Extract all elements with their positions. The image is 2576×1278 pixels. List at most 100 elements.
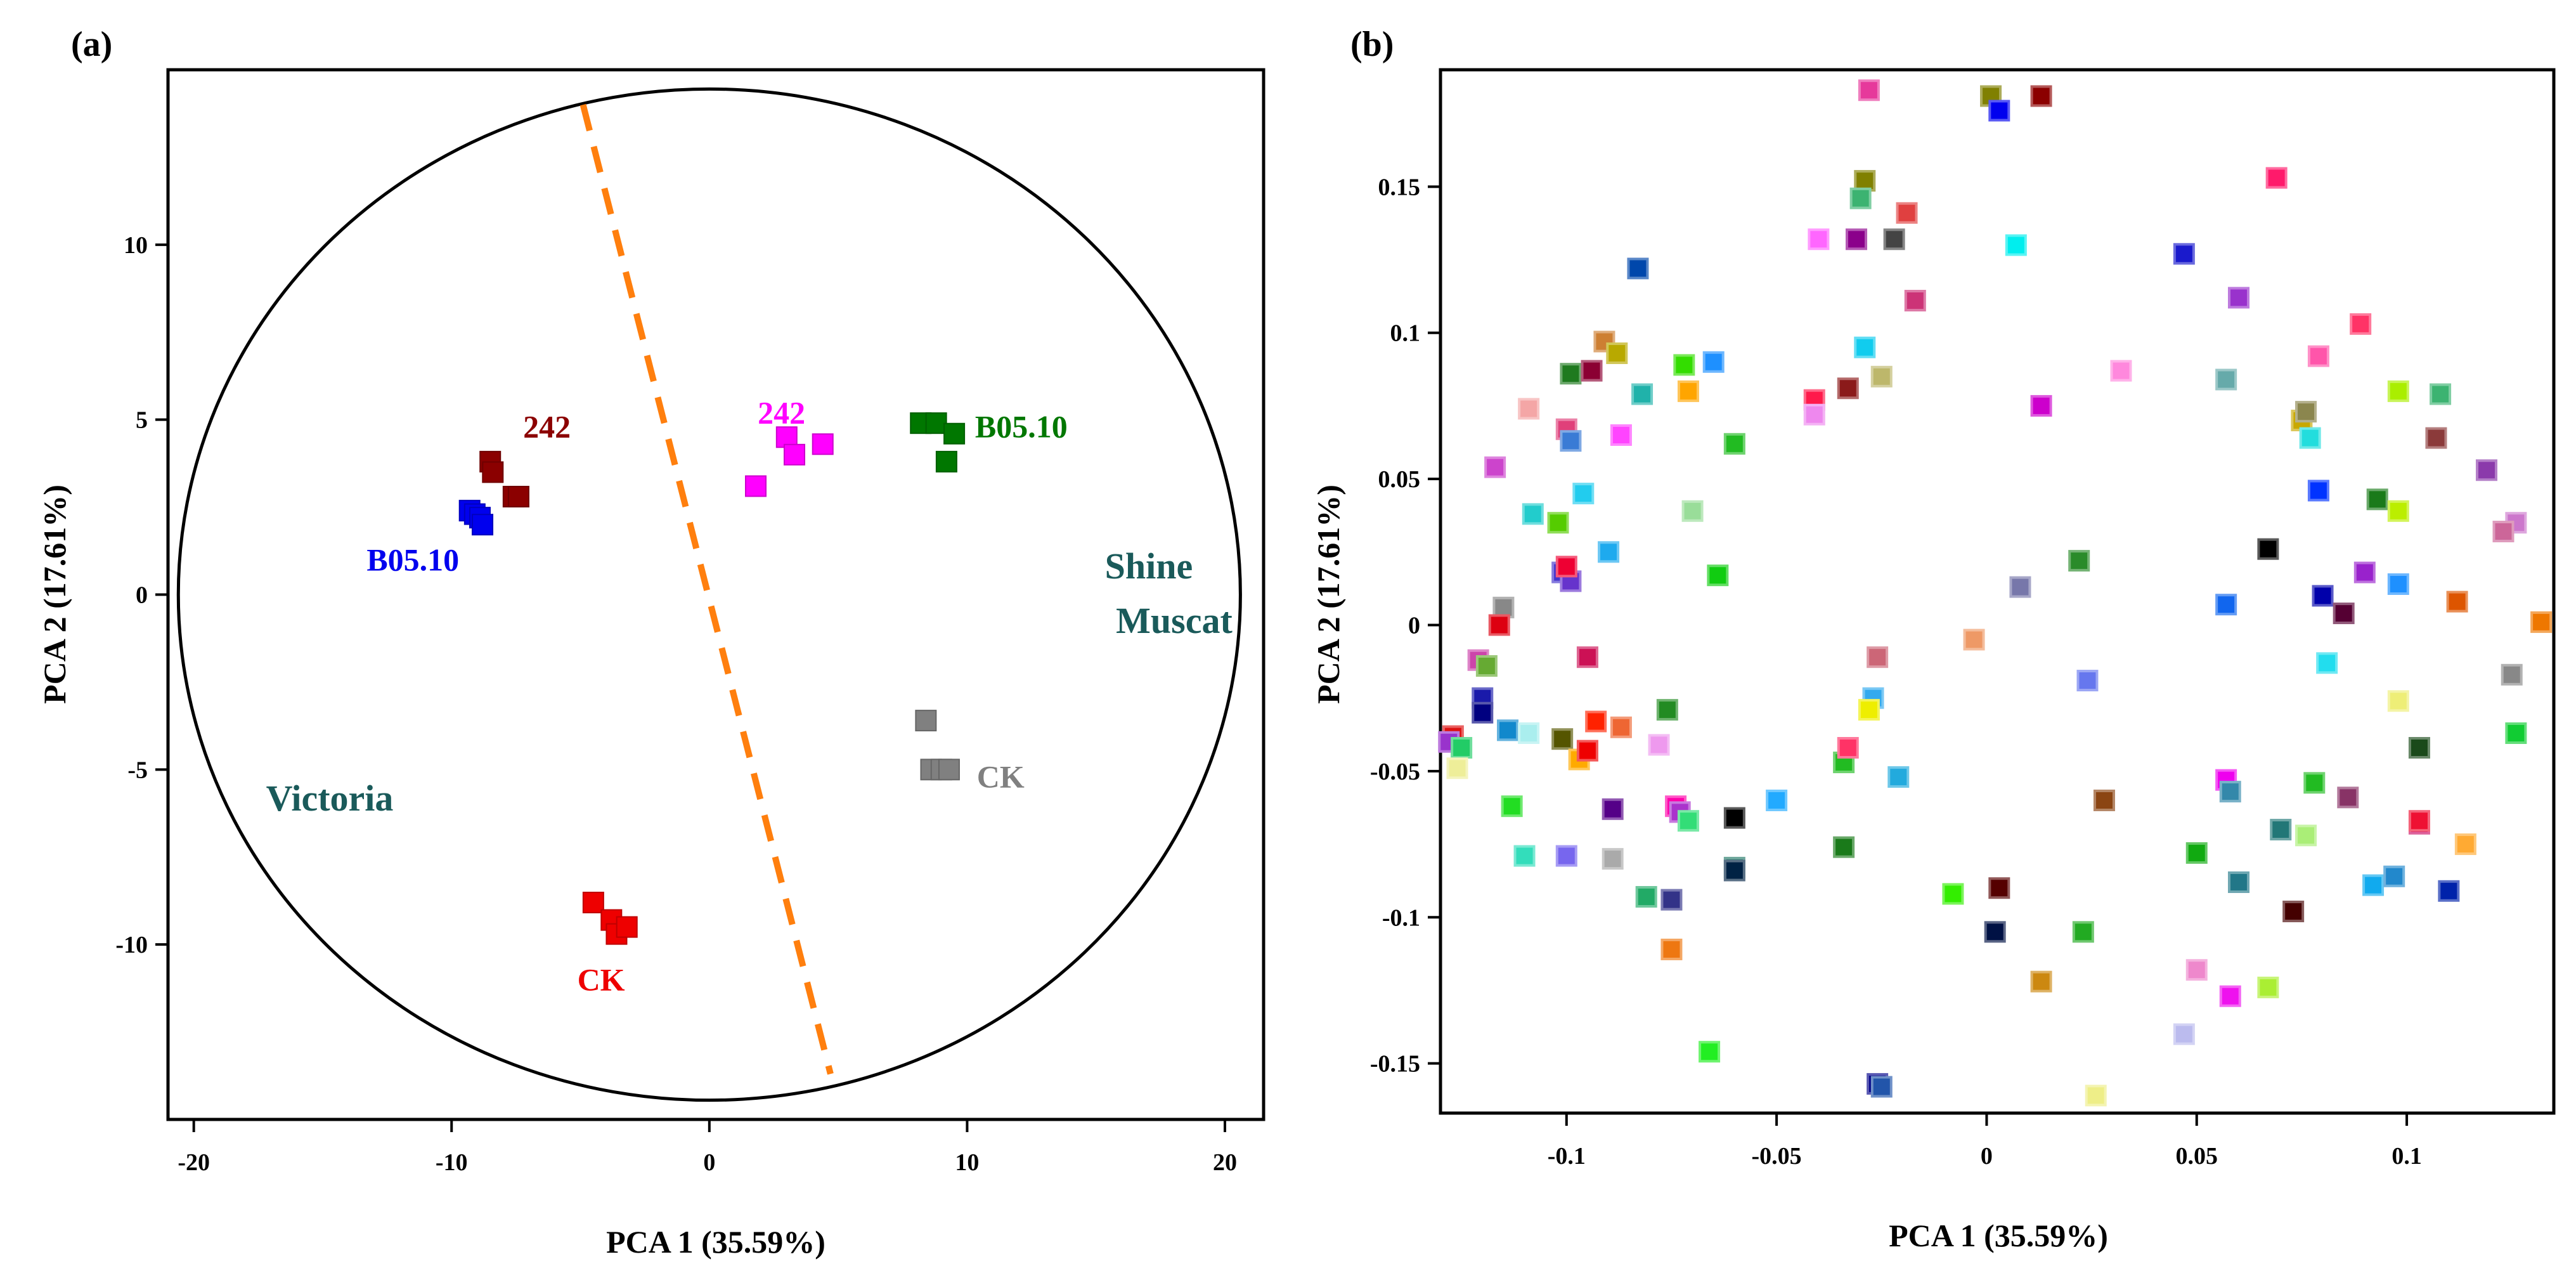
loading-point — [2408, 810, 2430, 832]
group-point — [943, 422, 966, 445]
loading-point — [2438, 880, 2460, 902]
loading-point — [1942, 883, 1964, 905]
loading-point — [1723, 859, 1745, 882]
panel-a-y-ticks: -10 -5 0 5 10 — [115, 232, 168, 958]
loading-point — [2316, 652, 2338, 674]
loading-point — [1560, 430, 1582, 452]
panel-b-x-axis-title: PCA 1 (35.59%) — [1889, 1218, 2108, 1253]
loading-point — [2446, 590, 2468, 613]
y-tick-label: 0.05 — [1378, 466, 1421, 493]
loading-point — [1560, 363, 1582, 385]
cultivar-divider-line — [579, 103, 834, 1075]
loading-point — [2350, 313, 2372, 335]
loading-point — [2333, 603, 2355, 625]
panel-b-y-axis-title: PCA 2 (17.61%) — [1311, 485, 1346, 704]
loading-point — [2383, 865, 2405, 887]
loading-point — [2337, 786, 2359, 809]
loading-point — [1681, 500, 1704, 522]
loading-point — [2005, 234, 2027, 256]
loading-point — [2425, 427, 2447, 449]
loading-point — [2492, 521, 2515, 543]
panel-a-x-ticks: -20 -10 0 10 20 — [178, 1119, 1237, 1176]
x-tick-label: 0 — [1981, 1143, 1993, 1170]
panel-a-x-axis-title: PCA 1 (35.59%) — [606, 1224, 825, 1260]
loading-point — [2282, 901, 2305, 923]
loading-point — [1883, 228, 1905, 251]
loading-point — [1648, 734, 1670, 756]
loading-point — [1896, 202, 1918, 224]
y-tick-label: 0 — [1408, 612, 1420, 639]
loading-point — [2185, 842, 2208, 864]
loading-point — [2085, 1085, 2107, 1107]
loading-point — [1547, 512, 1569, 534]
loading-point — [1766, 789, 1788, 811]
correlation-circle — [176, 87, 1242, 1102]
loading-point — [1660, 889, 1683, 911]
loading-point — [1723, 433, 1745, 455]
group-label: B05.10 — [975, 409, 1068, 445]
panel-b: (b) -0.15 -0.1 -0.05 0 0.05 0.1 0.15 -0.1 -0.05… — [1311, 25, 2556, 1253]
group-point — [938, 759, 960, 781]
loading-point — [1555, 556, 1577, 578]
loading-point — [1984, 921, 2006, 943]
loading-point — [1472, 701, 1494, 724]
loading-point — [1677, 810, 1699, 832]
x-tick-label: -0.1 — [1548, 1143, 1586, 1170]
loading-point — [1451, 737, 1473, 759]
group-point — [507, 486, 529, 508]
loading-point — [2430, 383, 2452, 405]
loading-point — [2185, 959, 2208, 981]
group-point — [812, 433, 834, 455]
panel-b-label: (b) — [1350, 25, 1394, 64]
loading-point — [2454, 833, 2476, 856]
panel-b-y-ticks: -0.15 -0.1 -0.05 0 0.05 0.1 0.15 — [1370, 174, 1440, 1078]
loading-point — [1551, 728, 1574, 750]
loading-point — [1870, 1076, 1893, 1098]
loading-point — [1846, 228, 1868, 251]
loading-point — [2408, 737, 2430, 759]
loading-point — [2307, 345, 2329, 367]
group-point — [784, 443, 806, 466]
loading-point — [1904, 290, 1926, 312]
group-point — [915, 710, 937, 732]
loading-point — [2312, 585, 2334, 607]
group-point — [472, 514, 494, 536]
loading-point — [1656, 699, 1678, 721]
x-tick-label: 0 — [703, 1149, 715, 1176]
loading-point — [1475, 655, 1498, 677]
loading-point — [2501, 663, 2523, 686]
y-tick-label: -10 — [115, 932, 148, 958]
cultivar-label-victoria: Victoria — [266, 778, 394, 819]
loading-point — [2072, 921, 2094, 943]
loading-point — [1837, 377, 1859, 400]
loading-point — [1677, 380, 1699, 402]
loading-point — [1606, 342, 1628, 364]
x-tick-label: 0.05 — [2176, 1143, 2218, 1170]
loading-point — [1803, 403, 1825, 426]
loading-point — [1488, 614, 1510, 636]
x-tick-label: 0.1 — [2392, 1143, 2422, 1170]
loading-point — [2228, 871, 2250, 893]
loading-point — [1627, 258, 1649, 280]
group-label: CK — [578, 962, 625, 997]
group-label: 242 — [523, 409, 571, 445]
panel-a-points — [458, 412, 966, 945]
loading-point — [1572, 483, 1595, 505]
group-label: CK — [977, 759, 1025, 794]
loading-point — [2219, 781, 2241, 803]
loading-point — [2387, 690, 2409, 712]
loading-point — [1513, 845, 1536, 867]
loading-point — [2030, 394, 2052, 417]
loading-point — [1854, 336, 1876, 358]
loading-point — [2303, 772, 2326, 794]
loading-point — [2299, 427, 2321, 449]
panel-a-group-labels: B05.10 242 CK 242 B05.10 CK — [366, 395, 1067, 998]
loading-point — [2030, 970, 2052, 993]
loading-point — [2093, 789, 2115, 811]
y-tick-label: -0.1 — [1382, 904, 1420, 931]
loading-point — [1635, 886, 1657, 908]
loading-point — [1723, 807, 1745, 829]
loading-point — [1446, 757, 1468, 779]
panel-a-y-axis-title: PCA 2 (17.61%) — [37, 485, 72, 704]
